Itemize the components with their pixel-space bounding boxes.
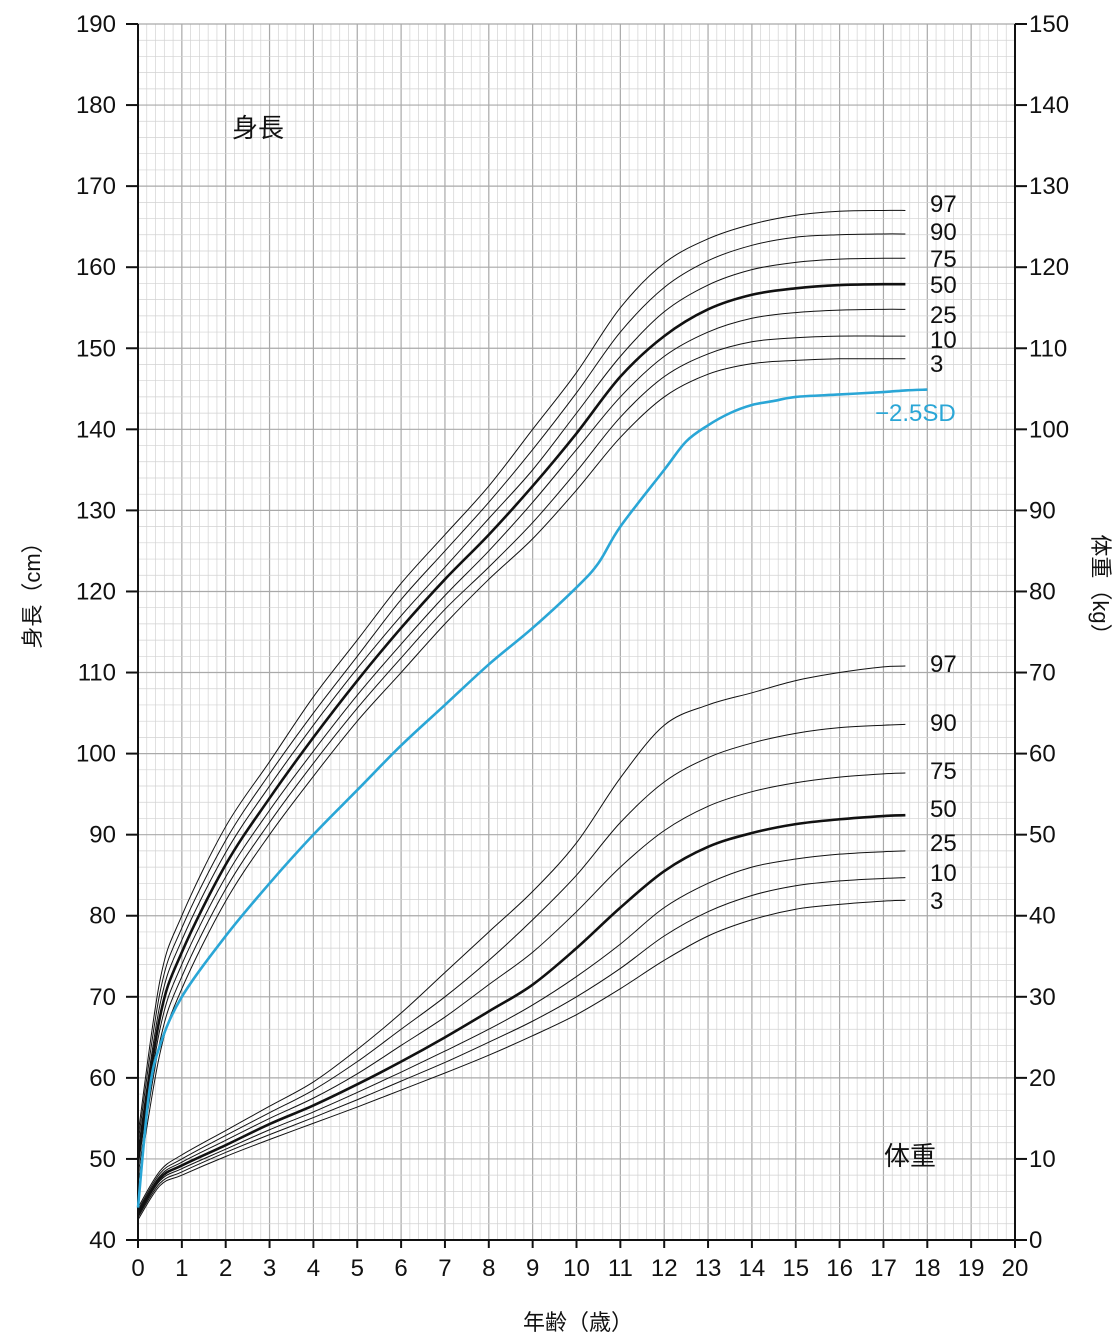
- y2-tick-label: 50: [1029, 822, 1056, 849]
- height-series-label-p3: 3: [930, 351, 943, 378]
- height-series-label-p90: 90: [930, 219, 957, 246]
- grid-lines: [137, 23, 1016, 1241]
- x-tick-label: 16: [826, 1255, 853, 1282]
- y2-tick-label: 10: [1029, 1146, 1056, 1173]
- y2-tick-label: 30: [1029, 984, 1056, 1011]
- x-tick-label: 0: [131, 1255, 144, 1282]
- y-tick-label: 120: [76, 578, 116, 605]
- y-tick-label: 60: [89, 1065, 116, 1092]
- y-tick-label: 40: [89, 1227, 116, 1254]
- y2-tick-label: 40: [1029, 903, 1056, 930]
- x-tick-label: 11: [608, 1255, 633, 1282]
- x-tick-label: 13: [695, 1255, 722, 1282]
- weight-series-label-p90: 90: [930, 710, 957, 737]
- height-sd-line: [136, 388, 928, 1208]
- height-series-line-p75: [137, 257, 906, 1151]
- x-tick-label: 7: [438, 1255, 451, 1282]
- weight-series-line-p50: [136, 813, 906, 1215]
- y2-tick-label: 20: [1029, 1065, 1056, 1092]
- y2-tick-label: 70: [1029, 660, 1056, 687]
- y2-tick-label: 150: [1029, 11, 1069, 38]
- x-tick-label: 20: [1002, 1255, 1029, 1282]
- x-tick-label: 17: [870, 1255, 897, 1282]
- y2-tick-label: 140: [1029, 92, 1069, 119]
- x-tick-label: 18: [914, 1255, 941, 1282]
- height-series-line-p3: [137, 358, 906, 1184]
- x-tick-label: 2: [219, 1255, 232, 1282]
- height-annotation: 身長: [232, 113, 284, 143]
- height-series-line-p50: [136, 282, 906, 1160]
- y-tick-label: 50: [89, 1146, 116, 1173]
- height-series-line-p97: [137, 209, 906, 1135]
- y-tick-label: 150: [76, 335, 116, 362]
- y-tick-label: 170: [76, 173, 116, 200]
- x-tick-label: 1: [175, 1255, 188, 1282]
- x-tick-label: 5: [351, 1255, 364, 1282]
- labels: 身長 体重 身長（cm） 体重（kg） 年齢（歳） 97907550251039…: [20, 113, 1113, 1335]
- x-tick-label: 10: [563, 1255, 590, 1282]
- y2-tick-label: 90: [1029, 497, 1056, 524]
- x-tick-label: 3: [263, 1255, 276, 1282]
- y-tick-label: 160: [76, 254, 116, 281]
- weight-series-label-p25: 25: [930, 830, 957, 857]
- height-series-label-p25: 25: [930, 302, 957, 329]
- height-series-line-p90: [137, 233, 906, 1143]
- y-tick-label: 130: [76, 497, 116, 524]
- y2-axis-title: 体重（kg）: [1088, 534, 1113, 645]
- y2-tick-label: 130: [1029, 173, 1069, 200]
- height-sd-label: −2.5SD: [875, 400, 956, 427]
- x-tick-label: 15: [782, 1255, 809, 1282]
- y-tick-label: 190: [76, 11, 116, 38]
- data-series: [136, 209, 928, 1221]
- weight-series-line-p3: [137, 899, 906, 1221]
- height-series-label-p50: 50: [930, 272, 957, 299]
- y2-tick-label: 110: [1029, 335, 1067, 362]
- height-series-label-p75: 75: [930, 246, 957, 273]
- y-tick-label: 70: [89, 984, 116, 1011]
- y2-tick-label: 120: [1029, 254, 1069, 281]
- weight-series-label-p97: 97: [930, 651, 957, 678]
- y2-tick-label: 0: [1029, 1227, 1042, 1254]
- x-tick-label: 6: [394, 1255, 407, 1282]
- y2-tick-label: 60: [1029, 741, 1056, 768]
- y-tick-label: 180: [76, 92, 116, 119]
- y-axis-title: 身長（cm）: [20, 531, 45, 648]
- weight-series-line-p97: [137, 665, 906, 1208]
- weight-series-line-p90: [137, 723, 906, 1211]
- height-series-line-p10: [137, 335, 906, 1176]
- x-tick-label: 4: [307, 1255, 320, 1282]
- weight-series-label-p3: 3: [930, 888, 943, 915]
- weight-series-line-p25: [137, 850, 906, 1216]
- x-tick-label: 9: [526, 1255, 539, 1282]
- x-tick-label: 8: [482, 1255, 495, 1282]
- weight-annotation: 体重: [884, 1141, 936, 1171]
- y-tick-label: 80: [89, 903, 116, 930]
- height-series-label-p97: 97: [930, 191, 957, 218]
- weight-series-line-p75: [137, 772, 906, 1212]
- x-tick-label: 12: [651, 1255, 678, 1282]
- y-tick-label: 90: [89, 822, 116, 849]
- height-series-label-p10: 10: [930, 327, 957, 354]
- weight-series-line-p10: [137, 877, 906, 1218]
- y2-tick-label: 80: [1029, 578, 1056, 605]
- x-tick-label: 14: [739, 1255, 766, 1282]
- y-tick-label: 100: [76, 741, 116, 768]
- weight-series-label-p10: 10: [930, 860, 957, 887]
- weight-series-label-p50: 50: [930, 796, 957, 823]
- y2-tick-label: 100: [1029, 416, 1069, 443]
- x-axis-title: 年齢（歳）: [523, 1310, 633, 1335]
- height-series-line-p25: [137, 308, 906, 1168]
- x-tick-label: 19: [958, 1255, 985, 1282]
- weight-series-label-p75: 75: [930, 758, 957, 785]
- y-tick-label: 110: [78, 660, 116, 687]
- axes: 4050607080901001101201301401501601701801…: [76, 11, 1069, 1282]
- y-tick-label: 140: [76, 416, 116, 443]
